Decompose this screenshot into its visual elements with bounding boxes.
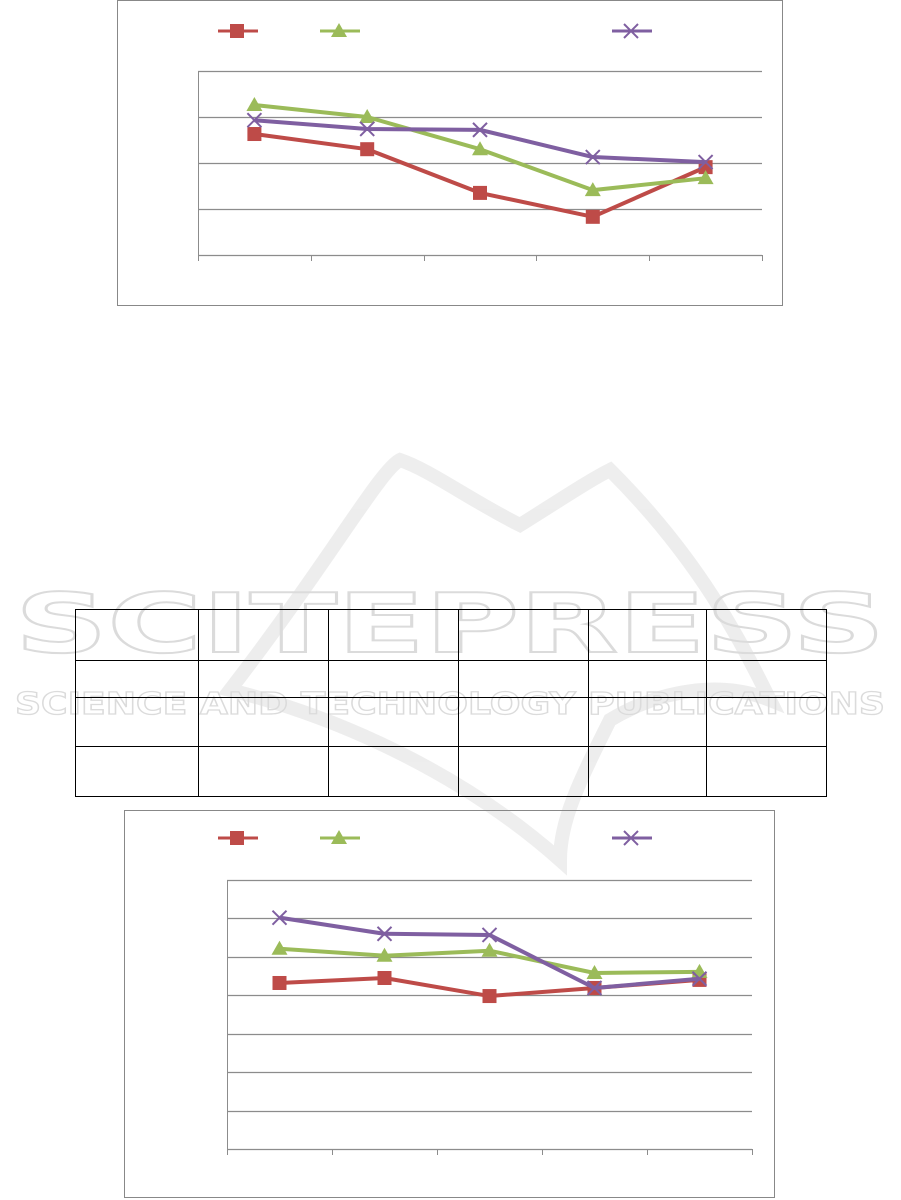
data-point	[481, 927, 498, 943]
data-point	[247, 127, 262, 142]
legend-marker	[331, 23, 347, 37]
data-point	[359, 121, 375, 137]
data-point	[481, 942, 498, 957]
chart-frame	[117, 0, 783, 306]
data-point	[472, 122, 488, 138]
data-point	[586, 964, 603, 979]
data-point	[472, 141, 488, 156]
watermark-subtitle: SCIENCE AND TECHNOLOGY PUBLICATIONS	[15, 687, 885, 722]
watermark: SCITEPRESS SCIENCE AND TECHNOLOGY PUBLIC…	[14, 452, 886, 876]
data-point	[246, 97, 263, 112]
data-point	[691, 971, 708, 987]
table-border	[75, 609, 827, 797]
data-point	[482, 989, 497, 1004]
data-point	[473, 185, 487, 200]
legend-marker	[623, 830, 639, 846]
data-point	[359, 109, 376, 123]
table	[75, 609, 827, 797]
legend-marker	[623, 23, 639, 39]
data-point	[697, 170, 714, 185]
watermark-logo	[217, 452, 785, 876]
data-point	[585, 149, 601, 165]
legend-marker	[230, 24, 244, 38]
data-point	[376, 926, 393, 942]
legend-marker	[230, 831, 244, 845]
watermark-title: SCITEPRESS	[15, 577, 885, 672]
data-point	[360, 142, 375, 157]
data-point	[271, 909, 288, 926]
data-point	[376, 947, 393, 962]
data-point	[584, 182, 601, 197]
data-point	[272, 975, 287, 990]
data-point	[246, 112, 263, 128]
data-point	[377, 970, 392, 985]
legend-marker	[331, 830, 347, 844]
data-point	[271, 940, 288, 955]
data-point	[585, 209, 600, 224]
data-point	[586, 980, 603, 996]
data-point	[697, 154, 714, 170]
chart-frame	[124, 810, 775, 1198]
